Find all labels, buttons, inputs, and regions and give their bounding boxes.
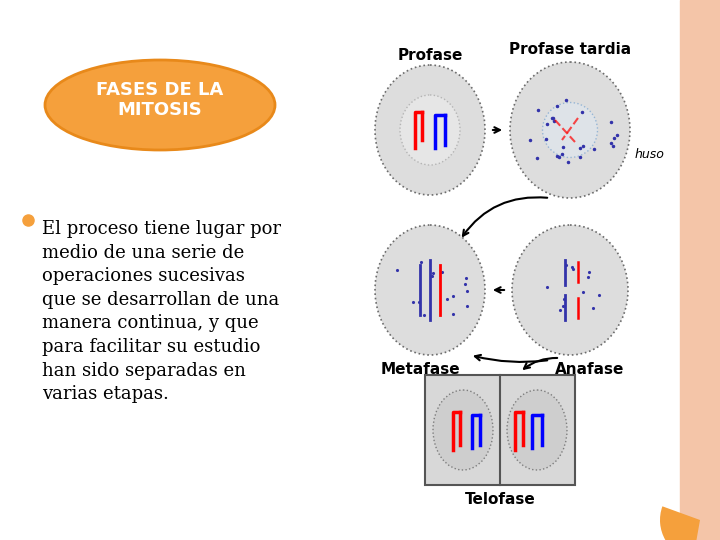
Ellipse shape (507, 390, 567, 470)
Text: Telofase: Telofase (464, 492, 536, 508)
Text: Anafase: Anafase (555, 362, 625, 377)
Text: Profase: Profase (397, 48, 463, 63)
Ellipse shape (375, 225, 485, 355)
Wedge shape (660, 507, 700, 540)
Ellipse shape (400, 95, 460, 165)
Ellipse shape (375, 65, 485, 195)
Ellipse shape (45, 60, 275, 150)
Ellipse shape (542, 103, 598, 158)
Bar (425, 375, 575, 485)
Ellipse shape (512, 225, 628, 355)
Text: FASES DE LA
MITOSIS: FASES DE LA MITOSIS (96, 80, 224, 119)
Text: huso: huso (635, 148, 665, 161)
Text: Metafase: Metafase (380, 362, 460, 377)
Text: Profase tardia: Profase tardia (509, 43, 631, 57)
Text: El proceso tiene lugar por
medio de una serie de
operaciones sucesivas
que se de: El proceso tiene lugar por medio de una … (42, 220, 281, 403)
Ellipse shape (433, 390, 493, 470)
Bar (680, 0, 720, 540)
Ellipse shape (510, 62, 630, 198)
